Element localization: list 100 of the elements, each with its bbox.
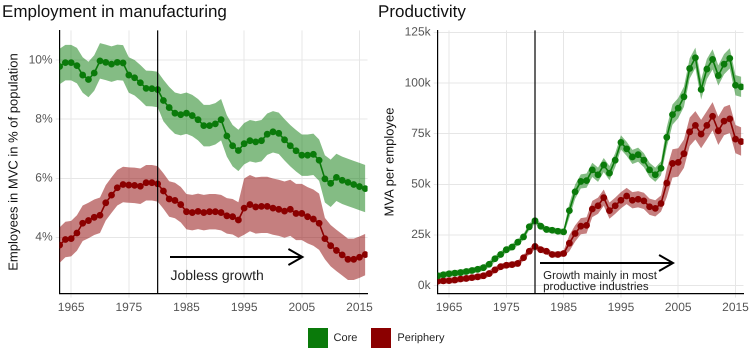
point [680,93,688,100]
point [628,196,636,204]
point [600,162,608,168]
point [583,177,590,184]
x-tick-label: 2015 [346,300,374,314]
point [588,206,596,212]
point [543,248,550,255]
point [102,199,110,206]
chart-title: Productivity [378,2,466,21]
point [720,60,728,68]
point [252,204,260,210]
point [200,122,208,130]
chart-title: Employment in manufacturing [2,2,227,21]
point [74,230,80,236]
point [292,210,300,217]
point [108,192,115,199]
point [338,176,346,184]
point [572,188,578,196]
point [74,62,80,69]
point [497,251,504,258]
point [148,179,156,186]
point [218,209,224,216]
point [634,196,642,203]
point [234,216,242,224]
annotation: Growth mainly in most productive industries [543,270,658,294]
y-tick-label: 8% [35,111,53,126]
point [618,196,624,204]
point [686,128,694,136]
point [160,97,167,104]
point [344,179,352,186]
point [583,222,590,229]
x-tick-label: 2005 [288,300,316,314]
point [738,83,744,90]
point [304,213,311,220]
point [264,202,271,210]
point [270,204,276,212]
x-tick-label: 1995 [230,300,258,314]
point [674,159,682,166]
point [286,142,294,150]
point [240,140,248,148]
point [594,202,602,210]
x-tick-label: 1965 [436,300,463,314]
y-tick-label: 0k [418,278,432,292]
point [462,275,470,282]
point [96,212,104,219]
point [270,128,276,136]
point [316,156,323,164]
point [594,171,602,178]
point [446,270,452,278]
point [142,84,150,92]
point [166,104,173,111]
point [166,196,173,202]
point [258,202,265,210]
y-axis-title: MVA per employee [381,108,396,216]
point [720,118,728,125]
point [692,54,699,62]
point [658,164,664,172]
point [548,226,556,234]
point [440,271,447,278]
x-tick-label: 2005 [664,300,692,314]
point [125,182,132,188]
point [85,217,92,224]
point [686,65,694,72]
point [714,127,722,134]
point [131,182,138,189]
point [356,183,363,190]
point [240,204,248,212]
point [606,207,613,214]
point [537,222,544,230]
point [79,72,86,78]
point [108,60,115,68]
point [548,251,556,258]
point [264,130,271,138]
point [90,214,98,221]
point [160,188,167,194]
y-tick-label: 10% [28,52,53,66]
point [577,222,584,230]
x-tick-label: 1975 [493,300,520,314]
point [310,150,317,158]
annotation: Jobless growth [170,266,264,283]
point [362,251,368,258]
point [327,242,334,250]
point [577,178,584,185]
point [125,72,132,78]
point [136,79,144,86]
point [669,160,676,167]
point [640,156,648,164]
point [62,236,69,243]
point [258,137,265,144]
point [497,263,504,270]
point [474,266,482,273]
y-tick-label: 6% [35,170,53,185]
point [669,111,676,118]
point [623,192,630,200]
point [200,209,208,216]
point [275,130,282,137]
point [606,170,613,177]
point [468,267,476,274]
point [281,208,288,214]
point [486,270,493,277]
